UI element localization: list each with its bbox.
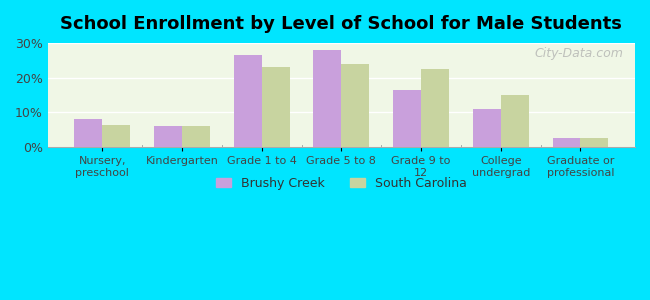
Title: School Enrollment by Level of School for Male Students: School Enrollment by Level of School for… [60,15,622,33]
Bar [262,67,289,147]
Bar [393,90,421,147]
Bar [500,95,528,147]
Bar [473,109,501,147]
Bar [154,126,182,147]
Bar [421,69,449,147]
Bar [313,50,341,147]
Bar [552,138,580,147]
Bar [341,64,369,147]
Bar [102,124,130,147]
Bar [182,126,210,147]
Bar [580,138,608,147]
Bar [75,119,102,147]
Legend: Brushy Creek, South Carolina: Brushy Creek, South Carolina [211,172,472,195]
Text: City-Data.com: City-Data.com [534,47,623,60]
Bar [234,55,262,147]
